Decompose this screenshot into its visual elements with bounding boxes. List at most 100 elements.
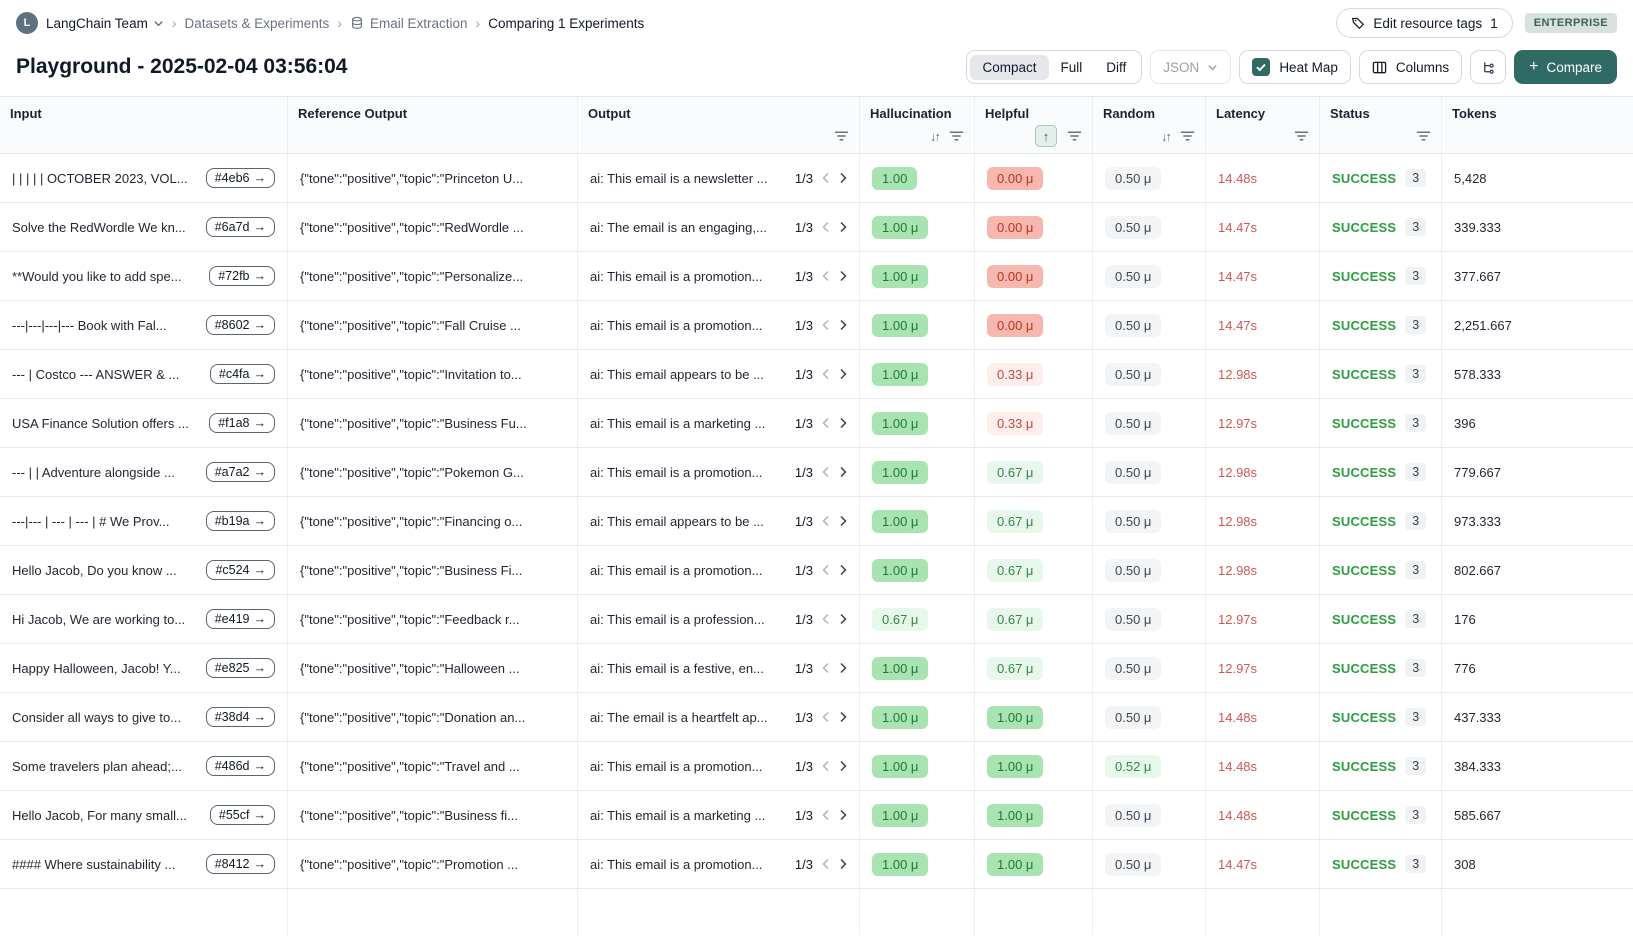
example-id-pill[interactable]: #6a7d →	[205, 217, 275, 237]
next-output-button[interactable]	[839, 368, 847, 380]
filter-icon[interactable]	[834, 130, 849, 142]
next-output-button[interactable]	[839, 564, 847, 576]
helpful-score-badge: 1.00 μ	[987, 705, 1044, 729]
prev-output-button[interactable]	[822, 613, 830, 625]
filter-icon[interactable]	[949, 130, 964, 142]
col-header-random: Random ↓↑	[1093, 97, 1206, 153]
expand-tree-button[interactable]	[1470, 50, 1507, 84]
heat-map-checkbox[interactable]	[1252, 58, 1271, 76]
table-row[interactable]: | | | | | OCTOBER 2023, VOL... #4eb6 → {…	[0, 154, 1633, 203]
output-text: ai: This email is a profession...	[590, 611, 765, 627]
example-id-pill[interactable]: #72fb →	[209, 266, 275, 286]
next-output-button[interactable]	[839, 221, 847, 233]
example-id-pill[interactable]: #c524 →	[206, 560, 275, 580]
next-output-button[interactable]	[839, 809, 847, 821]
next-output-button[interactable]	[839, 270, 847, 282]
prev-output-button[interactable]	[822, 417, 830, 429]
table-row[interactable]: **Would you like to add spe... #72fb → {…	[0, 252, 1633, 301]
breadcrumb-dataset[interactable]: Email Extraction	[350, 16, 468, 31]
columns-button[interactable]: Columns	[1358, 50, 1463, 84]
example-id: #c4fa	[218, 367, 250, 381]
prev-output-button[interactable]	[822, 270, 830, 282]
prev-output-button[interactable]	[822, 662, 830, 674]
next-output-button[interactable]	[839, 172, 847, 184]
prev-output-button[interactable]	[822, 760, 830, 772]
latency-value: 14.48s	[1218, 758, 1258, 774]
compare-button[interactable]: + Compare	[1514, 50, 1617, 84]
example-id-pill[interactable]: #e419 →	[205, 609, 275, 629]
prev-output-button[interactable]	[822, 221, 830, 233]
example-id-pill[interactable]: #b19a →	[205, 511, 275, 531]
table-row[interactable]: ---|---|---|--- Book with Fal... #8602 →…	[0, 301, 1633, 350]
example-id-pill[interactable]: #38d4 →	[205, 707, 275, 727]
example-id-pill[interactable]: #a7a2 →	[205, 462, 275, 482]
example-id-pill[interactable]: #486d →	[205, 756, 275, 776]
example-id: #55cf	[218, 808, 250, 822]
example-id-pill[interactable]: #e825 →	[205, 658, 275, 678]
run-count-badge: 3	[1405, 855, 1427, 873]
example-id-pill[interactable]: #8412 →	[205, 854, 275, 874]
table-row[interactable]: Consider all ways to give to... #38d4 → …	[0, 693, 1633, 742]
example-id-pill[interactable]: #55cf →	[209, 805, 275, 825]
next-output-button[interactable]	[839, 417, 847, 429]
prev-output-button[interactable]	[822, 172, 830, 184]
avatar: L	[16, 12, 38, 34]
next-output-button[interactable]	[839, 319, 847, 331]
table-row[interactable]: Hello Jacob, Do you know ... #c524 → {"t…	[0, 546, 1633, 595]
team-switcher[interactable]: LangChain Team	[46, 16, 164, 31]
prev-output-button[interactable]	[822, 858, 830, 870]
filter-icon[interactable]	[1180, 130, 1195, 142]
sort-ascending-active-icon[interactable]: ↑	[1035, 125, 1057, 147]
sort-toggle-icon[interactable]: ↓↑	[1161, 128, 1172, 144]
next-output-button[interactable]	[839, 613, 847, 625]
prev-output-button[interactable]	[822, 809, 830, 821]
next-output-button[interactable]	[839, 466, 847, 478]
table-row[interactable]: #### Where sustainability ... #8412 → {"…	[0, 840, 1633, 889]
next-output-button[interactable]	[839, 760, 847, 772]
view-mode-full[interactable]: Full	[1060, 59, 1083, 75]
filter-icon[interactable]	[1294, 130, 1309, 142]
table-row[interactable]: Some travelers plan ahead;... #486d → {"…	[0, 742, 1633, 791]
prev-output-button[interactable]	[822, 466, 830, 478]
reference-output-cell: {"tone":"positive","topic":"Pokemon G...	[288, 448, 578, 496]
next-output-button[interactable]	[839, 515, 847, 527]
filter-icon[interactable]	[1067, 130, 1082, 142]
example-id-pill[interactable]: #4eb6 →	[205, 168, 275, 188]
table-row-partial[interactable]	[0, 889, 1633, 935]
prev-output-button[interactable]	[822, 515, 830, 527]
next-output-button[interactable]	[839, 858, 847, 870]
table-row[interactable]: USA Finance Solution offers ... #f1a8 → …	[0, 399, 1633, 448]
view-mode-compact[interactable]: Compact	[970, 54, 1049, 80]
next-output-button[interactable]	[839, 662, 847, 674]
latency-cell: 14.47s	[1206, 840, 1320, 888]
prev-output-button[interactable]	[822, 564, 830, 576]
table-row[interactable]: Hi Jacob, We are working to... #e419 → {…	[0, 595, 1633, 644]
random-cell: 0.50 μ	[1093, 693, 1206, 741]
table-row[interactable]: Happy Halloween, Jacob! Y... #e825 → {"t…	[0, 644, 1633, 693]
breadcrumb-datasets[interactable]: Datasets & Experiments	[184, 15, 330, 31]
hallucination-score-badge: 1.00 μ	[872, 558, 929, 582]
latency-cell: 14.48s	[1206, 791, 1320, 839]
table-row[interactable]: ---|--- | --- | --- | # We Prov... #b19a…	[0, 497, 1633, 546]
format-select[interactable]: JSON	[1150, 50, 1232, 84]
helpful-score-badge: 0.00 μ	[987, 166, 1044, 190]
table-row[interactable]: Solve the RedWordle We kn... #6a7d → {"t…	[0, 203, 1633, 252]
prev-output-button[interactable]	[822, 319, 830, 331]
reference-output-cell: {"tone":"positive","topic":"Invitation t…	[288, 350, 578, 398]
example-id-pill[interactable]: #c4fa →	[209, 364, 275, 384]
sort-toggle-icon[interactable]: ↓↑	[930, 128, 941, 144]
latency-value: 14.47s	[1218, 219, 1258, 235]
edit-resource-tags-button[interactable]: Edit resource tags 1	[1336, 8, 1513, 38]
prev-output-button[interactable]	[822, 711, 830, 723]
example-id-pill[interactable]: #f1a8 →	[209, 413, 275, 433]
filter-icon[interactable]	[1416, 130, 1431, 142]
table-row[interactable]: --- | | Adventure alongside ... #a7a2 → …	[0, 448, 1633, 497]
table-row[interactable]: --- | Costco --- ANSWER & ... #c4fa → {"…	[0, 350, 1633, 399]
view-mode-diff[interactable]: Diff	[1106, 59, 1127, 75]
example-id-pill[interactable]: #8602 →	[205, 315, 275, 335]
prev-output-button[interactable]	[822, 368, 830, 380]
table-row[interactable]: Hello Jacob, For many small... #55cf → {…	[0, 791, 1633, 840]
status-cell: SUCCESS 3	[1320, 497, 1442, 545]
next-output-button[interactable]	[839, 711, 847, 723]
output-cell: ai: This email is a promotion... 1/3	[578, 546, 860, 594]
